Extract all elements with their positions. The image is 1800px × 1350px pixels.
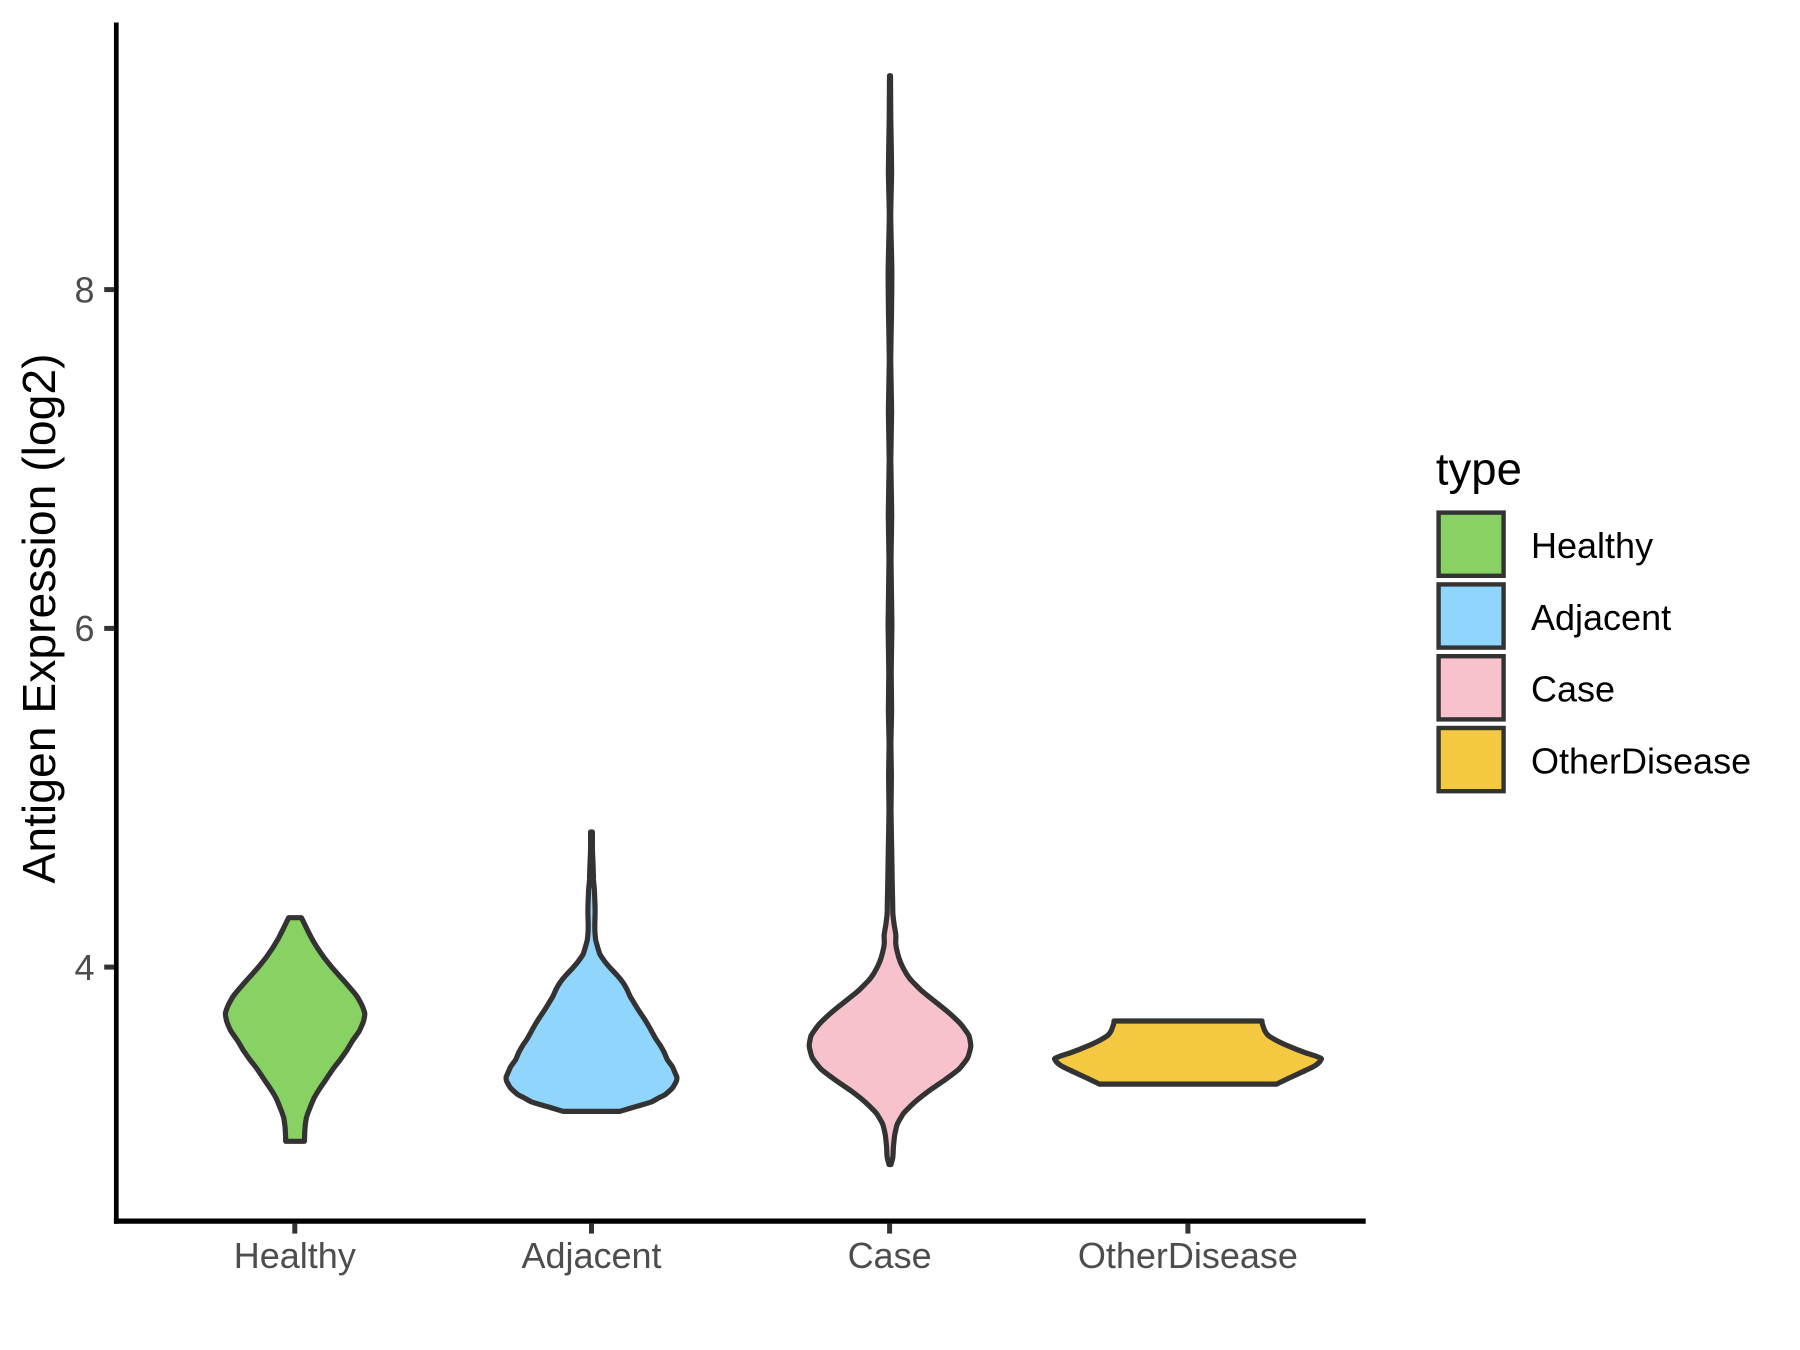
- svg-text:Antigen Expression (log2): Antigen Expression (log2): [13, 353, 65, 883]
- svg-text:6: 6: [74, 608, 94, 649]
- svg-text:Healthy: Healthy: [234, 1235, 356, 1276]
- svg-text:Adjacent: Adjacent: [521, 1235, 661, 1276]
- svg-text:4: 4: [74, 947, 94, 988]
- svg-text:Adjacent: Adjacent: [1531, 597, 1671, 638]
- svg-text:type: type: [1436, 443, 1522, 494]
- svg-text:Case: Case: [848, 1235, 932, 1276]
- svg-text:Healthy: Healthy: [1531, 525, 1653, 566]
- svg-text:8: 8: [74, 270, 94, 311]
- svg-text:OtherDisease: OtherDisease: [1078, 1235, 1298, 1276]
- svg-text:OtherDisease: OtherDisease: [1531, 741, 1751, 782]
- svg-text:Case: Case: [1531, 669, 1615, 710]
